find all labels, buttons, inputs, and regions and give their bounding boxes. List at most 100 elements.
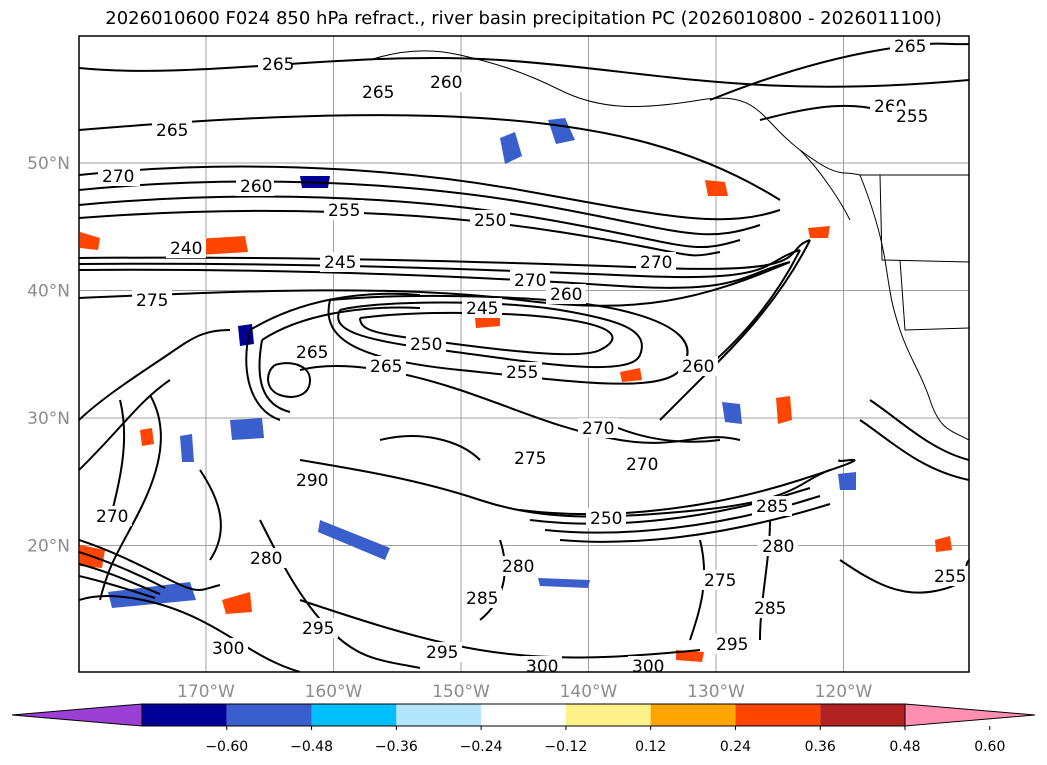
colorbar-tick-label: −0.36 bbox=[375, 739, 418, 755]
contour-line bbox=[79, 563, 161, 595]
contour-label: 255 bbox=[328, 201, 360, 221]
contour-label: 295 bbox=[302, 619, 334, 639]
contour-label: 265 bbox=[296, 343, 328, 363]
shade-patch bbox=[475, 316, 500, 328]
contour-label: 245 bbox=[324, 253, 356, 273]
contour-line bbox=[245, 292, 421, 421]
coastline-west-coast bbox=[859, 174, 969, 441]
contour-label: 270 bbox=[626, 455, 658, 475]
colorbar-segment bbox=[396, 704, 482, 726]
contour-label: 280 bbox=[762, 537, 794, 557]
shade-patch bbox=[222, 592, 252, 614]
lon-tick-label: 150°W bbox=[432, 682, 490, 702]
contour-label: 280 bbox=[250, 549, 282, 569]
colorbar-tick-label: 0.36 bbox=[805, 739, 836, 755]
contour-label: 295 bbox=[426, 643, 458, 663]
contour-line bbox=[79, 551, 166, 589]
contour-line bbox=[299, 459, 831, 518]
colorbar-segment bbox=[311, 704, 397, 726]
contour-line bbox=[79, 329, 231, 421]
border-state bbox=[879, 174, 969, 263]
border-state-2 bbox=[899, 259, 969, 331]
contour-label: 295 bbox=[716, 635, 748, 655]
contour-line bbox=[759, 519, 771, 641]
contour-label: 260 bbox=[682, 357, 714, 377]
lat-tick-label: 30°N bbox=[27, 409, 70, 429]
contour-line bbox=[479, 539, 506, 621]
contour-label: 245 bbox=[466, 299, 498, 319]
chart-title: 2026010600 F024 850 hPa refract., river … bbox=[105, 8, 942, 29]
contour-label: 300 bbox=[212, 639, 244, 659]
contour-line bbox=[79, 249, 801, 279]
shade-patch bbox=[722, 402, 742, 424]
shade-patch bbox=[180, 434, 194, 462]
colorbar-tick-label: −0.12 bbox=[544, 739, 587, 755]
colorbar-segment bbox=[565, 704, 651, 726]
contour-line bbox=[859, 419, 969, 481]
contour-line bbox=[709, 249, 801, 366]
shade-patch bbox=[80, 232, 100, 250]
contour-line bbox=[79, 261, 791, 289]
contour-line bbox=[299, 599, 701, 659]
lon-tick-label: 160°W bbox=[305, 682, 363, 702]
colorbar-segment bbox=[650, 704, 736, 726]
contour-label: 255 bbox=[506, 363, 538, 383]
shade-patch bbox=[620, 368, 642, 382]
coastline-bc bbox=[799, 149, 851, 221]
contour-line bbox=[99, 394, 162, 601]
contour-label: 285 bbox=[466, 589, 498, 609]
longitude-labels: 170°W 160°W 150°W 140°W 130°W 120°W bbox=[177, 682, 872, 702]
gridlines bbox=[79, 36, 969, 672]
coastlines bbox=[369, 50, 969, 441]
contour-label: 260 bbox=[240, 177, 272, 197]
lat-tick-label: 50°N bbox=[27, 154, 70, 174]
contour-label: 275 bbox=[514, 449, 546, 469]
contour-line bbox=[79, 595, 301, 672]
shade-patch bbox=[140, 428, 154, 446]
contour-label: 255 bbox=[934, 567, 966, 587]
lon-tick-label: 170°W bbox=[177, 682, 235, 702]
colorbar-segment bbox=[142, 704, 227, 726]
contour-line bbox=[759, 104, 881, 121]
shade-patch bbox=[838, 472, 856, 490]
colorbar-outline bbox=[141, 703, 906, 727]
contour-label: 270 bbox=[96, 507, 128, 527]
map-frame bbox=[78, 35, 970, 673]
contour-label: 290 bbox=[296, 471, 328, 491]
contour-label: 285 bbox=[756, 497, 788, 517]
contour-label: 270 bbox=[582, 419, 614, 439]
contour-line bbox=[869, 399, 969, 461]
contour-label: 250 bbox=[410, 335, 442, 355]
colorbar-tick-label: −0.48 bbox=[290, 739, 333, 755]
contour-label: 285 bbox=[754, 599, 786, 619]
contour-label: 260 bbox=[550, 285, 582, 305]
contour-line bbox=[79, 209, 721, 257]
contour-label: 270 bbox=[514, 271, 546, 291]
contour-label: 265 bbox=[262, 55, 294, 75]
contour-labels: 265 270 260 265 265 260 265 260 255 270 … bbox=[92, 36, 969, 677]
lon-tick-label: 130°W bbox=[687, 682, 745, 702]
colorbar-extend-min bbox=[11, 703, 143, 727]
colorbar-tick-label: 0.48 bbox=[889, 739, 920, 755]
colorbar-segment bbox=[481, 704, 566, 726]
contour-label: 250 bbox=[590, 509, 622, 529]
shade-patch bbox=[808, 226, 830, 238]
contour-line bbox=[79, 56, 969, 88]
colorbar-tick-label: −0.24 bbox=[460, 739, 503, 755]
contour-label: 265 bbox=[362, 83, 394, 103]
colorbar-segment bbox=[735, 704, 821, 726]
contour-label: 275 bbox=[136, 291, 168, 311]
contour-line bbox=[199, 469, 222, 561]
shade-patch bbox=[538, 578, 590, 588]
contour-label: 260 bbox=[430, 73, 462, 93]
contour-line bbox=[267, 362, 312, 398]
contour-line bbox=[659, 239, 811, 421]
contour-line bbox=[379, 435, 481, 461]
contour-label: 300 bbox=[526, 657, 558, 677]
shade-patch bbox=[676, 650, 704, 662]
lon-tick-label: 140°W bbox=[560, 682, 618, 702]
contour-line bbox=[79, 379, 171, 471]
contour-label: 280 bbox=[502, 557, 534, 577]
contour-label: 275 bbox=[704, 571, 736, 591]
